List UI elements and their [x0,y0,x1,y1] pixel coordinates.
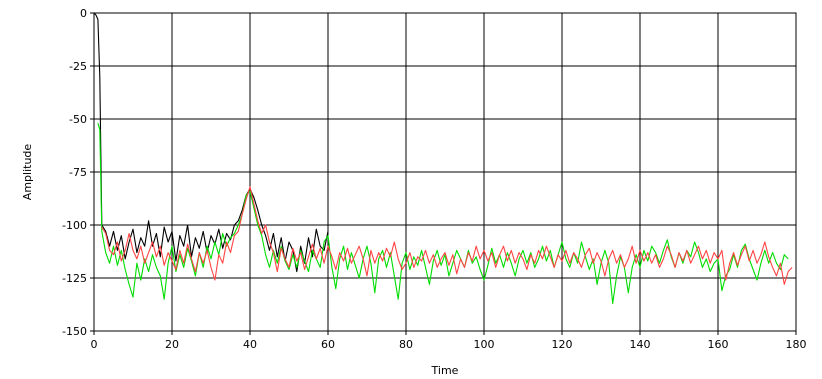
x-tick-label: 160 [708,338,729,351]
x-tick-label: 40 [243,338,257,351]
y-tick-label: 0 [80,7,87,20]
x-tick-label: 0 [91,338,98,351]
x-tick-label: 140 [630,338,651,351]
x-tick-label: 20 [165,338,179,351]
y-tick-label: -25 [69,60,87,73]
y-axis-ticks: 0 -25 -50 -75 -100 -125 -150 [62,7,94,338]
x-tick-label: 180 [786,338,807,351]
x-tick-label: 60 [321,338,335,351]
y-tick-label: -125 [62,272,87,285]
x-tick-label: 80 [399,338,413,351]
x-tick-label: 120 [552,338,573,351]
x-axis-ticks: 0 20 40 60 80 100 120 140 160 180 [91,331,807,351]
y-axis-label: Amplitude [21,144,34,201]
series-lines [93,12,793,304]
y-tick-label: -50 [69,113,87,126]
x-tick-label: 100 [474,338,495,351]
y-tick-label: -75 [69,166,87,179]
series-line-3 [101,186,793,285]
y-tick-label: -100 [62,219,87,232]
y-tick-label: -150 [62,325,87,338]
x-axis-label: Time [431,364,459,377]
